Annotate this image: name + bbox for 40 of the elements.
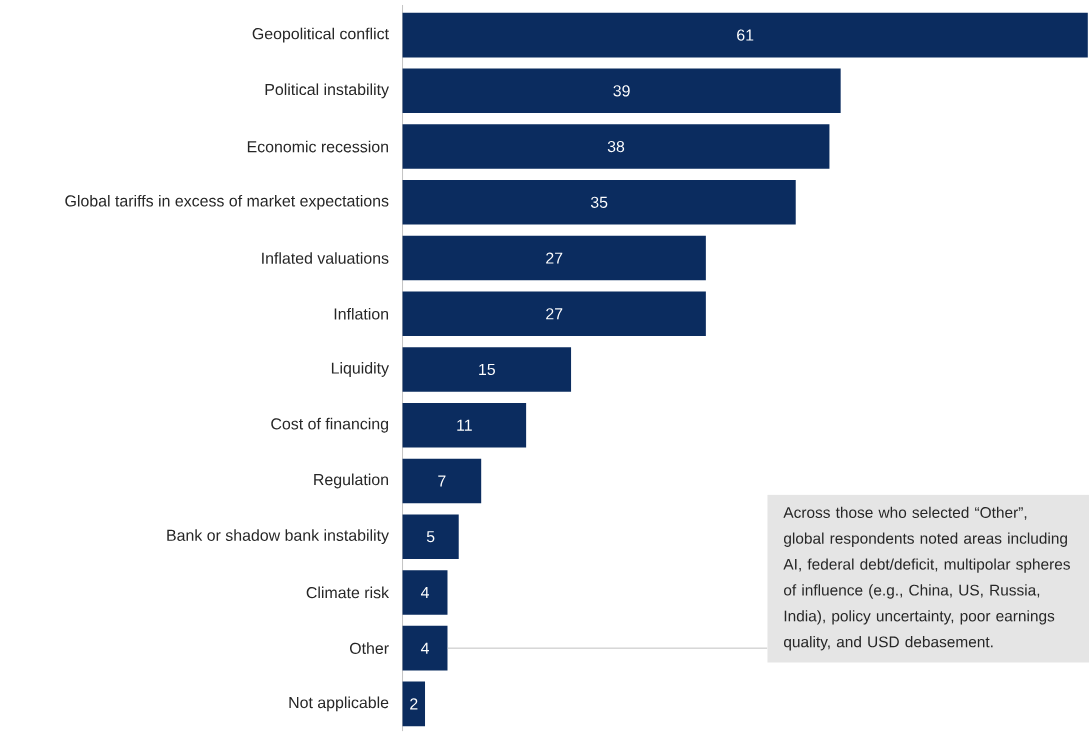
bar — [402, 514, 459, 560]
data-label: 38 — [607, 141, 625, 153]
y-tick-label: Not applicable — [289, 696, 389, 712]
bar — [402, 403, 527, 448]
y-tick-label: Geopolitical conflict — [252, 27, 389, 43]
data-label: 4 — [420, 642, 429, 654]
data-label: 39 — [613, 85, 630, 97]
data-label: 4 — [420, 587, 429, 599]
bar — [402, 626, 448, 671]
bar — [402, 347, 572, 392]
bar — [402, 235, 706, 281]
data-label: 11 — [457, 419, 472, 431]
y-tick-label: Other — [349, 642, 389, 655]
data-label: 61 — [737, 29, 754, 41]
y-tick-label: Inflation — [334, 308, 389, 320]
bar — [402, 180, 796, 225]
annotation: Across those who selected “Other”, global respondents noted areas including AI, federal debt/deficit, multipolar spheres of influence (e.g., China, US, Russia, India), policy uncertainty, poor earnings quality, and USD debasement. — [783, 506, 1070, 651]
y-tick-label: Bank or shadow bank instability — [167, 529, 389, 545]
data-label: 27 — [546, 308, 563, 320]
bar — [402, 68, 841, 114]
data-label: 5 — [426, 531, 435, 543]
y-tick-label: Cost of financing — [271, 418, 389, 433]
y-tick-label: Global tariffs in excess of market expectations — [65, 195, 389, 210]
y-tick-label: Inflated valuations — [262, 252, 389, 265]
y-tick-label: Liquidity — [331, 362, 389, 378]
bar — [402, 570, 448, 615]
bar — [402, 681, 426, 727]
y-tick-label: Climate risk — [306, 586, 390, 599]
data-label: 15 — [479, 364, 495, 376]
y-tick-label: Political instability — [265, 83, 389, 99]
bar — [402, 124, 830, 170]
y-tick-label: Economic recession — [247, 140, 388, 153]
data-label: 27 — [546, 252, 563, 264]
data-label: 7 — [438, 475, 446, 487]
data-label: 35 — [590, 196, 608, 209]
bar — [402, 291, 706, 337]
data-label: 2 — [410, 698, 418, 710]
bar — [402, 13, 1088, 58]
y-tick-label: Regulation — [314, 473, 388, 489]
bar — [402, 458, 482, 504]
